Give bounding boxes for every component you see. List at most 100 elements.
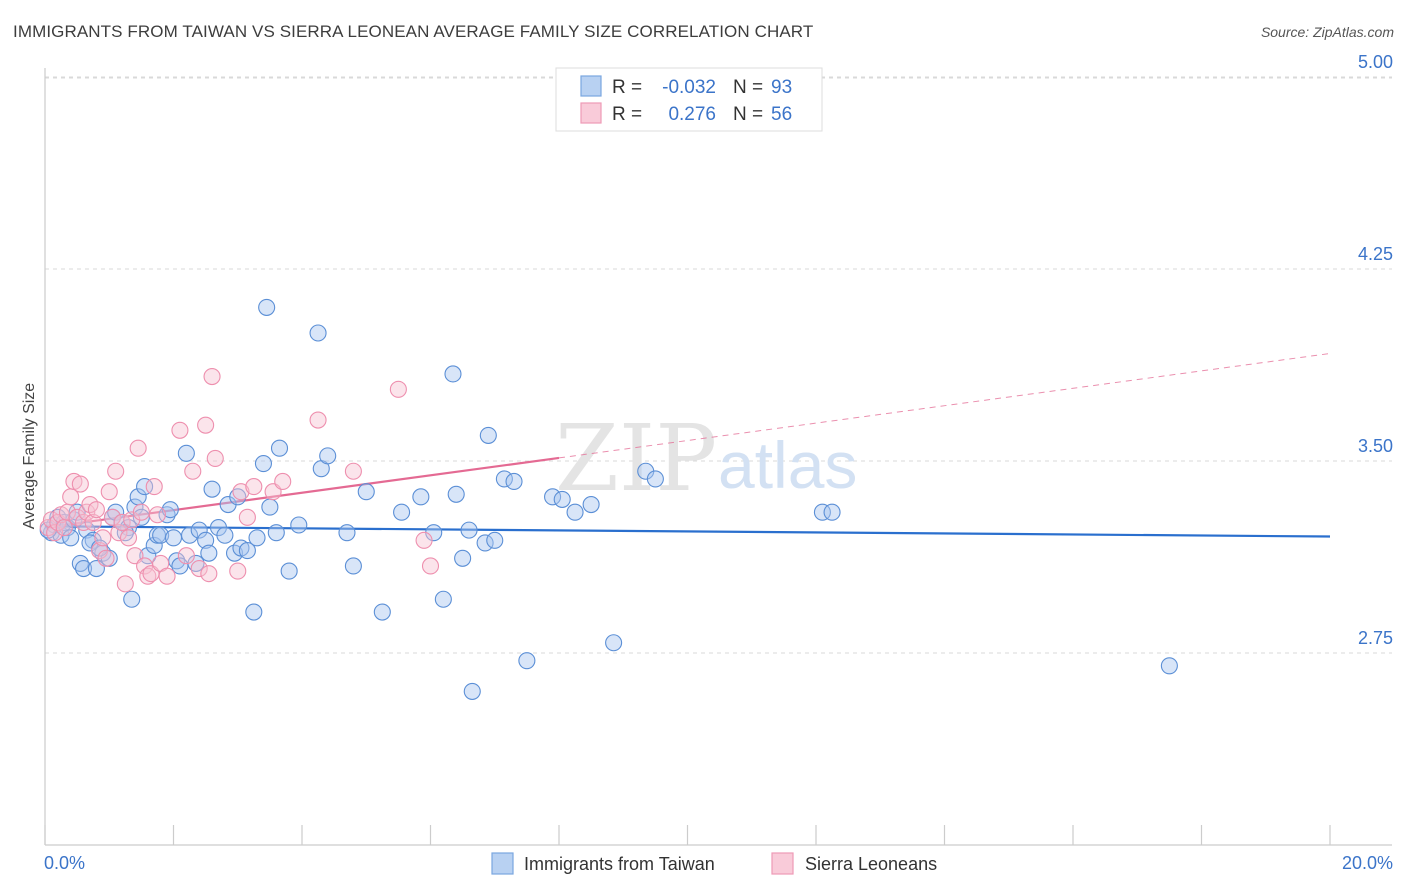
x-tick-label-max: 20.0% [1342,853,1393,873]
point-sierra-leonean [197,416,215,434]
trend-line-taiwan [44,525,1331,538]
watermark-zip: ZIP [555,405,717,512]
watermark: ZIP atlas [555,405,857,512]
point-sierra-leonean [148,506,166,524]
point-sierra-leonean [110,524,128,542]
legend-n-value-1: 93 [771,77,792,98]
point-sierra-leonean [55,519,73,537]
point-sierra-leonean [46,524,64,542]
series-legend-label-taiwan: Immigrants from Taiwan [524,854,715,874]
point-taiwan [107,503,125,521]
point-sierra-leonean [344,462,362,480]
point-sierra-leonean [245,478,263,496]
trend-lines [44,352,1331,538]
legend-n-label-2: N = [733,104,763,125]
point-taiwan [357,483,375,501]
point-taiwan [280,562,298,580]
point-taiwan [152,526,170,544]
point-sierra-leonean [274,472,292,491]
point-taiwan [75,559,93,578]
point-taiwan [254,455,273,473]
point-sierra-leonean [97,549,115,567]
source-label: Source: ZipAtlas.com [1260,24,1394,40]
x-tick-label-min: 0.0% [44,853,85,873]
point-taiwan [479,426,497,444]
point-taiwan [267,524,285,542]
y-tick-labels: 2.75 3.50 4.25 5.00 [1358,52,1393,648]
y-tick-label: 3.50 [1358,436,1393,456]
point-sierra-leonean [119,529,138,547]
point-taiwan [158,506,176,524]
chart-title: IMMIGRANTS FROM TAIWAN VS SIERRA LEONEAN… [13,22,814,41]
point-sierra-leonean [145,478,163,496]
point-sierra-leonean [177,547,195,565]
stats-legend: R = -0.032 N = 93 R = 0.276 N = 56 [555,67,823,132]
point-sierra-leonean [87,501,105,519]
point-taiwan [319,447,337,465]
point-taiwan [71,554,89,572]
watermark-atlas: atlas [718,428,857,502]
point-taiwan [646,470,664,488]
series-legend-swatch-sierra [771,852,794,875]
point-sierra-leonean [171,421,189,439]
point-taiwan [238,542,256,560]
point-sierra-leonean [94,529,112,547]
point-taiwan [505,472,523,491]
y-axis-label: Average Family Size [21,383,38,530]
point-sierra-leonean [415,531,433,549]
point-sierra-leonean [158,567,176,585]
y-tick-label: 2.75 [1358,628,1393,648]
point-taiwan [270,439,289,457]
point-taiwan [177,444,195,462]
point-sierra-leonean [421,557,440,575]
point-sierra-leonean [190,559,208,578]
point-sierra-leonean [238,508,256,526]
point-taiwan [463,682,481,700]
point-taiwan [518,652,536,670]
point-taiwan [476,534,494,552]
axes [44,68,1392,846]
point-sierra-leonean [139,567,157,585]
legend-n-value-2: 56 [771,104,792,125]
legend-swatch-pink [580,102,602,124]
point-sierra-leonean [100,483,118,501]
legend-r-value-2: 0.276 [668,104,716,125]
series-legend-swatch-taiwan [491,852,514,875]
point-sierra-leonean [184,462,202,480]
point-taiwan [200,544,218,562]
legend-r-label-1: R = [612,77,642,98]
point-sierra-leonean [389,380,407,398]
point-taiwan [393,503,411,521]
point-taiwan [62,529,80,547]
point-taiwan [164,529,183,547]
y-tick-label: 5.00 [1358,52,1393,72]
point-taiwan [203,480,221,498]
point-taiwan [290,516,308,534]
point-sierra-leonean [113,513,131,531]
trend-line-sierra-dashed [558,352,1331,459]
point-taiwan [495,470,513,488]
point-taiwan [338,524,356,542]
point-taiwan [447,485,465,503]
point-sierra-leonean [129,439,147,457]
point-sierra-leonean [232,483,250,501]
point-taiwan [123,590,141,608]
point-sierra-leonean [84,513,102,531]
point-taiwan [216,526,234,544]
point-taiwan [139,547,157,565]
point-taiwan [258,298,276,316]
legend-r-label-2: R = [612,104,642,125]
point-taiwan [813,503,831,521]
point-sierra-leonean [107,462,125,480]
point-taiwan [309,324,327,342]
legend-r-value-1: -0.032 [662,77,716,98]
point-sierra-leonean [200,565,218,583]
data-points [39,298,1178,700]
point-taiwan [190,521,208,539]
point-taiwan [245,603,263,621]
point-taiwan [229,488,247,506]
point-taiwan [605,634,623,652]
y-tick-label: 4.25 [1358,244,1393,264]
point-taiwan [566,503,584,521]
